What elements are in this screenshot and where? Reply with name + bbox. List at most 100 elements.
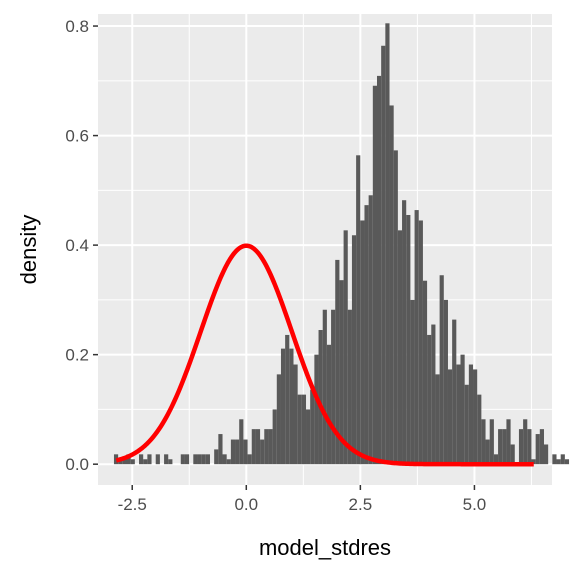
histogram-bar	[490, 419, 494, 464]
y-axis-title: density	[16, 215, 41, 285]
histogram-bar	[385, 23, 389, 464]
histogram-bar	[143, 459, 147, 464]
histogram-bar	[557, 459, 561, 464]
x-tick-label: 0.0	[234, 495, 258, 514]
histogram-bar	[444, 300, 448, 464]
histogram-bar	[348, 310, 352, 464]
histogram-bar	[227, 459, 231, 464]
histogram-bar	[352, 235, 356, 464]
histogram-bar	[285, 335, 289, 464]
y-tick-label: 0.4	[65, 236, 89, 255]
histogram-bar	[448, 369, 452, 464]
histogram-bar	[327, 345, 331, 464]
histogram-bar	[289, 349, 293, 465]
histogram-bar	[277, 374, 281, 464]
histogram-bar	[223, 454, 227, 464]
histogram-bar	[248, 454, 252, 464]
histogram-bar	[423, 281, 427, 464]
histogram-bar	[202, 454, 206, 464]
histogram-bar	[302, 395, 306, 465]
histogram-bar	[264, 429, 268, 464]
histogram-bar	[523, 419, 527, 464]
histogram-bar	[197, 454, 201, 464]
histogram-bar	[481, 419, 485, 464]
histogram-bar	[456, 365, 460, 465]
histogram-bar	[486, 440, 490, 465]
histogram-bar	[323, 310, 327, 464]
histogram-bar	[415, 210, 419, 464]
histogram-bar	[310, 390, 314, 464]
histogram-bar	[498, 429, 502, 464]
histogram-bar	[281, 349, 285, 465]
histogram-bar	[356, 155, 360, 464]
histogram-bar	[373, 86, 377, 464]
y-tick-label: 0.8	[65, 17, 89, 36]
histogram-bar	[431, 325, 435, 465]
histogram-bar	[540, 429, 544, 464]
y-axis: 0.0 0.2 0.4 0.6 0.8	[65, 17, 98, 474]
histogram-bar	[268, 429, 272, 464]
histogram-bar	[252, 429, 256, 464]
histogram-bar	[527, 429, 531, 464]
histogram-bar	[214, 449, 218, 464]
x-tick-label: 5.0	[463, 495, 487, 514]
x-axis: -2.5 0.0 2.5 5.0	[118, 485, 487, 514]
histogram-bar	[460, 355, 464, 465]
histogram-bar	[181, 454, 185, 464]
histogram-bar	[469, 365, 473, 465]
histogram-bar	[477, 395, 481, 465]
histogram-bar	[519, 429, 523, 464]
histogram-bar	[506, 419, 510, 464]
histogram-bar	[256, 429, 260, 464]
histogram-bar	[344, 230, 348, 464]
histogram-bar	[377, 76, 381, 464]
x-axis-title: model_stdres	[259, 535, 391, 560]
histogram-bar	[218, 434, 222, 464]
histogram-bar	[185, 454, 189, 464]
x-tick-label: 2.5	[349, 495, 373, 514]
x-tick-label: -2.5	[118, 495, 147, 514]
histogram-bar	[193, 454, 197, 464]
histogram-bar	[435, 374, 439, 464]
histogram-bar	[402, 200, 406, 464]
histogram-bar	[260, 440, 264, 465]
histogram-bar	[319, 330, 323, 464]
y-tick-label: 0.0	[65, 455, 89, 474]
histogram-bar	[273, 409, 277, 464]
histogram-bar	[452, 320, 456, 465]
histogram-bar	[511, 444, 515, 464]
histogram-bar	[390, 105, 394, 464]
histogram-bar	[369, 195, 373, 464]
histogram-bar	[131, 459, 135, 464]
histogram-bar	[331, 310, 335, 464]
histogram-bar	[360, 220, 364, 464]
histogram-bar	[139, 454, 143, 464]
histogram-bar	[465, 385, 469, 464]
histogram-bar	[419, 220, 423, 464]
histogram-bar	[314, 355, 318, 465]
histogram-bar	[243, 440, 247, 465]
histogram-bar	[364, 205, 368, 464]
histogram-bar	[164, 454, 168, 464]
histogram-bar	[298, 395, 302, 465]
histogram-bar	[231, 440, 235, 465]
histogram-bar	[427, 335, 431, 464]
histogram-bar	[552, 454, 556, 464]
histogram-bar	[235, 440, 239, 465]
histogram-bar	[502, 429, 506, 464]
histogram-bar	[544, 444, 548, 464]
histogram-bar	[561, 454, 565, 464]
histogram-bar	[394, 150, 398, 464]
y-tick-label: 0.6	[65, 127, 89, 146]
histogram-bar	[381, 46, 385, 464]
histogram-bar	[440, 275, 444, 464]
histogram-bar	[168, 459, 172, 464]
histogram-bar	[306, 409, 310, 464]
histogram-bar	[536, 434, 540, 464]
histogram-bar	[239, 419, 243, 464]
y-tick-label: 0.2	[65, 346, 89, 365]
histogram-bar	[398, 230, 402, 464]
histogram-bar	[473, 369, 477, 464]
histogram-bar	[147, 454, 151, 464]
histogram-bar	[293, 365, 297, 465]
